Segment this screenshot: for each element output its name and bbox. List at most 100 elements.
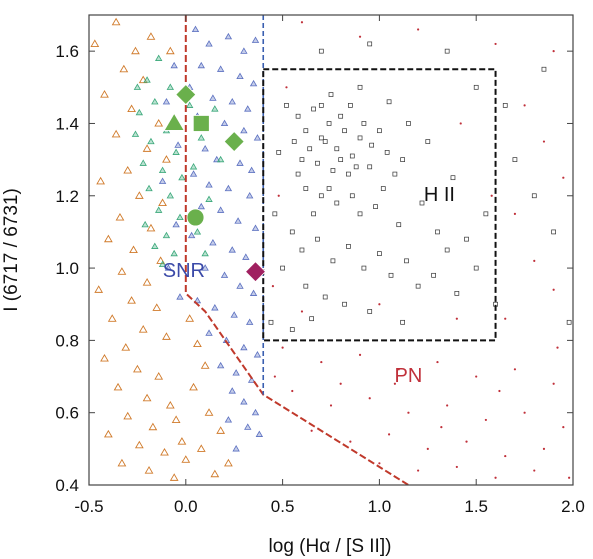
data-point-s3-74 bbox=[551, 229, 556, 235]
data-point-s4-27 bbox=[562, 426, 565, 429]
data-point-s3-62 bbox=[435, 229, 440, 235]
data-point-s3-49 bbox=[415, 283, 421, 289]
data-point-s1-34 bbox=[220, 271, 229, 278]
data-point-s0-47 bbox=[216, 426, 226, 434]
data-point-s4-50 bbox=[556, 346, 559, 349]
data-point-s3-60 bbox=[425, 139, 431, 144]
data-point-s4-46 bbox=[285, 86, 288, 89]
data-point-s0-51 bbox=[171, 415, 181, 423]
data-point-s1-11 bbox=[228, 97, 236, 105]
data-point-s3-17 bbox=[291, 139, 297, 144]
data-point-s0-30 bbox=[154, 372, 164, 380]
data-point-s2-13 bbox=[155, 206, 163, 213]
data-point-s4-51 bbox=[498, 389, 501, 393]
data-point-s3-42 bbox=[315, 236, 320, 242]
y-tick-label-3: 1.0 bbox=[55, 259, 79, 278]
data-point-s3-37 bbox=[380, 186, 386, 191]
data-point-s0-6 bbox=[154, 118, 164, 127]
data-point-s0-48 bbox=[196, 444, 206, 452]
data-point-s0-21 bbox=[94, 285, 104, 293]
data-point-s3-52 bbox=[342, 301, 347, 307]
data-point-s0-39 bbox=[117, 458, 127, 467]
data-point-s3-44 bbox=[346, 244, 351, 249]
data-point-s4-45 bbox=[277, 194, 280, 197]
data-point-s0-9 bbox=[162, 155, 171, 163]
data-point-s4-19 bbox=[552, 382, 555, 385]
data-point-s2-17 bbox=[151, 242, 159, 249]
data-point-s1-56 bbox=[174, 141, 182, 148]
region-boundaries bbox=[184, 15, 497, 486]
data-point-s3-64 bbox=[431, 272, 436, 278]
data-point-s2-8 bbox=[139, 159, 147, 166]
data-point-s2-28 bbox=[211, 105, 219, 112]
data-point-s3-47 bbox=[388, 272, 394, 278]
data-point-s1-47 bbox=[247, 376, 256, 383]
data-point-s1-17 bbox=[201, 144, 209, 152]
data-point-s0-43 bbox=[193, 339, 202, 348]
plot-background bbox=[89, 15, 573, 485]
data-point-s4-29 bbox=[349, 440, 352, 443]
y-tick-label-1: 0.6 bbox=[55, 404, 79, 423]
data-point-s3-61 bbox=[419, 200, 425, 206]
data-point-s0-34 bbox=[123, 411, 133, 420]
data-point-s1-6 bbox=[216, 65, 225, 72]
x-tick-label-0: -0.5 bbox=[74, 497, 103, 516]
data-point-s4-17 bbox=[475, 375, 478, 378]
data-point-s4-21 bbox=[329, 404, 333, 407]
data-point-s3-85 bbox=[566, 319, 572, 325]
data-point-s1-43 bbox=[240, 343, 248, 351]
data-point-s1-45 bbox=[216, 361, 225, 369]
data-point-s2-22 bbox=[189, 163, 198, 170]
data-point-s1-49 bbox=[240, 398, 248, 405]
data-point-s2-1 bbox=[143, 76, 151, 83]
data-point-s1-35 bbox=[236, 282, 244, 289]
data-point-s0-41 bbox=[169, 473, 179, 481]
data-point-s3-40 bbox=[289, 229, 295, 235]
data-point-s0-2 bbox=[119, 64, 129, 73]
data-point-s0-12 bbox=[134, 191, 144, 199]
data-point-s3-9 bbox=[307, 146, 313, 152]
data-point-s2-29 bbox=[216, 155, 225, 163]
data-point-s0-32 bbox=[142, 393, 152, 402]
data-point-s0-0 bbox=[111, 17, 121, 26]
data-point-s4-4 bbox=[552, 50, 555, 53]
data-point-s3-69 bbox=[483, 211, 489, 217]
data-point-s0-31 bbox=[113, 382, 123, 391]
data-point-s1-15 bbox=[240, 126, 248, 134]
data-point-s4-47 bbox=[459, 122, 462, 125]
data-point-s4-20 bbox=[291, 389, 294, 393]
data-point-s1-38 bbox=[211, 304, 219, 311]
data-point-s3-57 bbox=[357, 84, 363, 90]
data-point-s1-36 bbox=[249, 289, 258, 296]
data-point-s0-54 bbox=[90, 39, 100, 47]
data-point-s3-31 bbox=[349, 193, 355, 199]
data-point-s2-7 bbox=[172, 148, 180, 155]
data-point-s0-27 bbox=[121, 343, 131, 351]
data-point-s3-54 bbox=[272, 211, 278, 217]
data-point-s4-49 bbox=[273, 375, 276, 378]
data-point-s3-4 bbox=[326, 121, 332, 126]
data-point-s2-9 bbox=[158, 166, 167, 174]
data-point-s1-5 bbox=[197, 61, 205, 69]
data-point-s4-48 bbox=[490, 194, 493, 197]
data-point-s2-27 bbox=[131, 130, 140, 137]
data-point-s0-29 bbox=[133, 364, 142, 373]
data-point-s1-39 bbox=[230, 311, 238, 318]
data-point-s0-38 bbox=[160, 447, 169, 456]
data-point-s4-23 bbox=[407, 411, 410, 414]
data-point-s4-24 bbox=[446, 404, 449, 407]
highlight-triangle-1 bbox=[163, 112, 185, 131]
data-point-s3-7 bbox=[349, 153, 355, 159]
data-point-s0-23 bbox=[152, 303, 162, 311]
data-point-s3-55 bbox=[276, 150, 282, 155]
data-point-s2-0 bbox=[155, 54, 163, 61]
data-point-s2-18 bbox=[170, 249, 178, 257]
data-point-s0-36 bbox=[103, 429, 113, 438]
data-point-s1-54 bbox=[170, 61, 178, 69]
data-point-s3-41 bbox=[299, 247, 305, 253]
data-point-s0-26 bbox=[162, 332, 171, 340]
region-label-0: SNR bbox=[163, 260, 205, 282]
data-point-s1-61 bbox=[232, 445, 240, 452]
highlight-square-2 bbox=[192, 115, 210, 132]
